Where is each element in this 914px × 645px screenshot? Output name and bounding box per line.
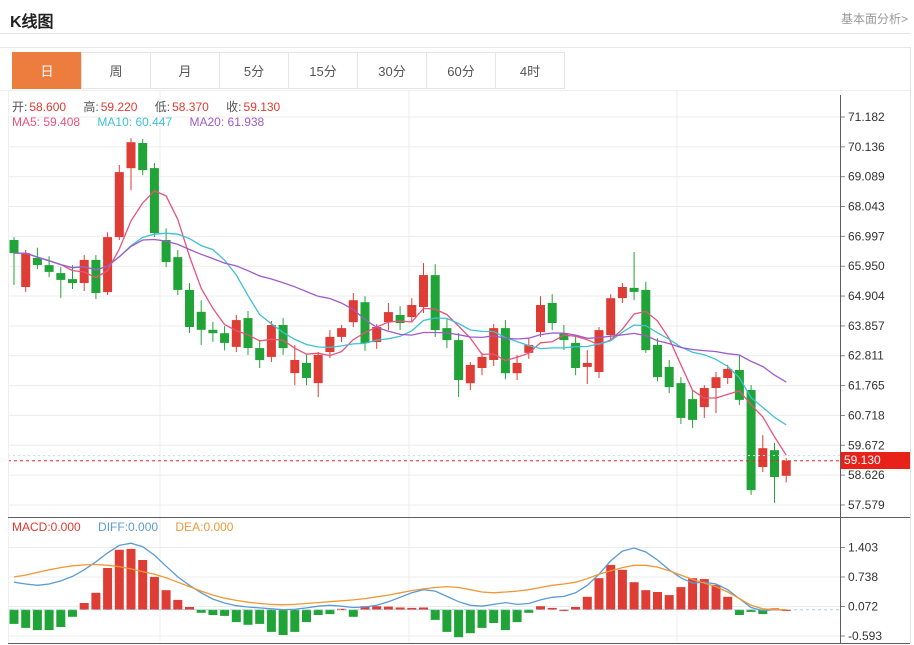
ma20-line xyxy=(14,238,787,383)
gridlines xyxy=(8,90,840,643)
tab-month[interactable]: 月 xyxy=(150,52,220,89)
high-value: 59.220 xyxy=(100,100,138,114)
ma10-line xyxy=(14,232,787,426)
ma20-label: MA20: xyxy=(189,115,225,129)
macd-axis-label: -0.593 xyxy=(848,629,882,643)
price-axis-label: 68.043 xyxy=(848,200,885,214)
ma10-label: MA10: xyxy=(97,115,133,129)
price-axis-label: 70.136 xyxy=(848,140,885,154)
ma10-value: 60.447 xyxy=(135,115,173,129)
macd-axis: 1.403 0.738 0.072 -0.593 xyxy=(840,540,882,643)
ma5-value: 59.408 xyxy=(43,115,81,129)
price-axis-label: 69.089 xyxy=(848,170,885,184)
macd-axis-label: 0.072 xyxy=(848,600,878,614)
chart-frame xyxy=(0,33,911,644)
widget-header: K线图 基本面分析> xyxy=(0,0,914,33)
price-axis: 71.182 70.136 69.089 68.043 66.997 65.950 64.9… xyxy=(840,110,885,512)
tab-15min[interactable]: 15分 xyxy=(288,52,358,89)
ma5-label: MA5: xyxy=(12,115,41,129)
high-label: 高: xyxy=(83,100,99,114)
low-value: 58.370 xyxy=(172,100,209,114)
price-axis-label: 58.626 xyxy=(848,468,885,482)
dea-line xyxy=(13,563,787,611)
diff-label: DIFF: xyxy=(98,520,129,534)
tab-30min[interactable]: 30分 xyxy=(357,52,427,89)
price-axis-label: 66.997 xyxy=(848,229,885,243)
price-axis-label: 59.672 xyxy=(848,438,885,452)
macd-axis-label: 1.403 xyxy=(848,540,878,554)
dea-value: 0.000 xyxy=(203,520,234,534)
dea-label: DEA: xyxy=(175,520,204,534)
tab-week[interactable]: 周 xyxy=(81,52,151,89)
tab-day[interactable]: 日 xyxy=(12,52,82,89)
ma-readout: MA5: 59.408 MA10: 60.447 MA20: 61.938 xyxy=(12,115,278,129)
last-price-tag: 59.130 xyxy=(841,452,910,469)
macd-readout: MACD:0.000 DIFF:0.000 DEA:0.000 xyxy=(12,520,247,534)
macd-histogram xyxy=(9,548,791,638)
page-title: K线图 xyxy=(10,14,54,31)
price-axis-label: 64.904 xyxy=(848,289,885,303)
period-tabbar: 日 周 月 5分 15分 30分 60分 4时 xyxy=(12,52,565,89)
price-axis-label: 61.765 xyxy=(848,379,885,393)
price-axis-label: 60.718 xyxy=(848,408,885,422)
open-label: 开: xyxy=(12,100,28,114)
price-axis-label: 57.579 xyxy=(848,498,885,512)
price-axis-label: 63.857 xyxy=(848,319,885,333)
close-value: 59.130 xyxy=(243,100,281,114)
low-label: 低: xyxy=(154,100,171,114)
macd-value: 0.000 xyxy=(50,520,81,534)
price-axis-label: 65.950 xyxy=(848,259,885,273)
fundamental-analysis-link[interactable]: 基本面分析> xyxy=(840,12,908,26)
diff-value: 0.000 xyxy=(128,520,159,534)
ma5-line xyxy=(14,190,787,456)
tab-5min[interactable]: 5分 xyxy=(219,52,289,89)
tab-60min[interactable]: 60分 xyxy=(426,52,496,89)
ohlc-readout: 开: 58.600 高: 59.220 低: 58.370 收: 59.130 xyxy=(12,98,294,115)
tab-4hour[interactable]: 4时 xyxy=(495,52,565,89)
ma20-value: 61.938 xyxy=(227,115,265,129)
price-axis-label: 62.811 xyxy=(848,349,884,363)
price-axis-label: 71.182 xyxy=(848,110,885,124)
open-value: 58.600 xyxy=(29,100,67,114)
macd-axis-label: 0.738 xyxy=(848,570,878,584)
close-label: 收: xyxy=(226,100,242,114)
macd-label: MACD: xyxy=(12,520,51,534)
diff-line xyxy=(13,542,787,612)
